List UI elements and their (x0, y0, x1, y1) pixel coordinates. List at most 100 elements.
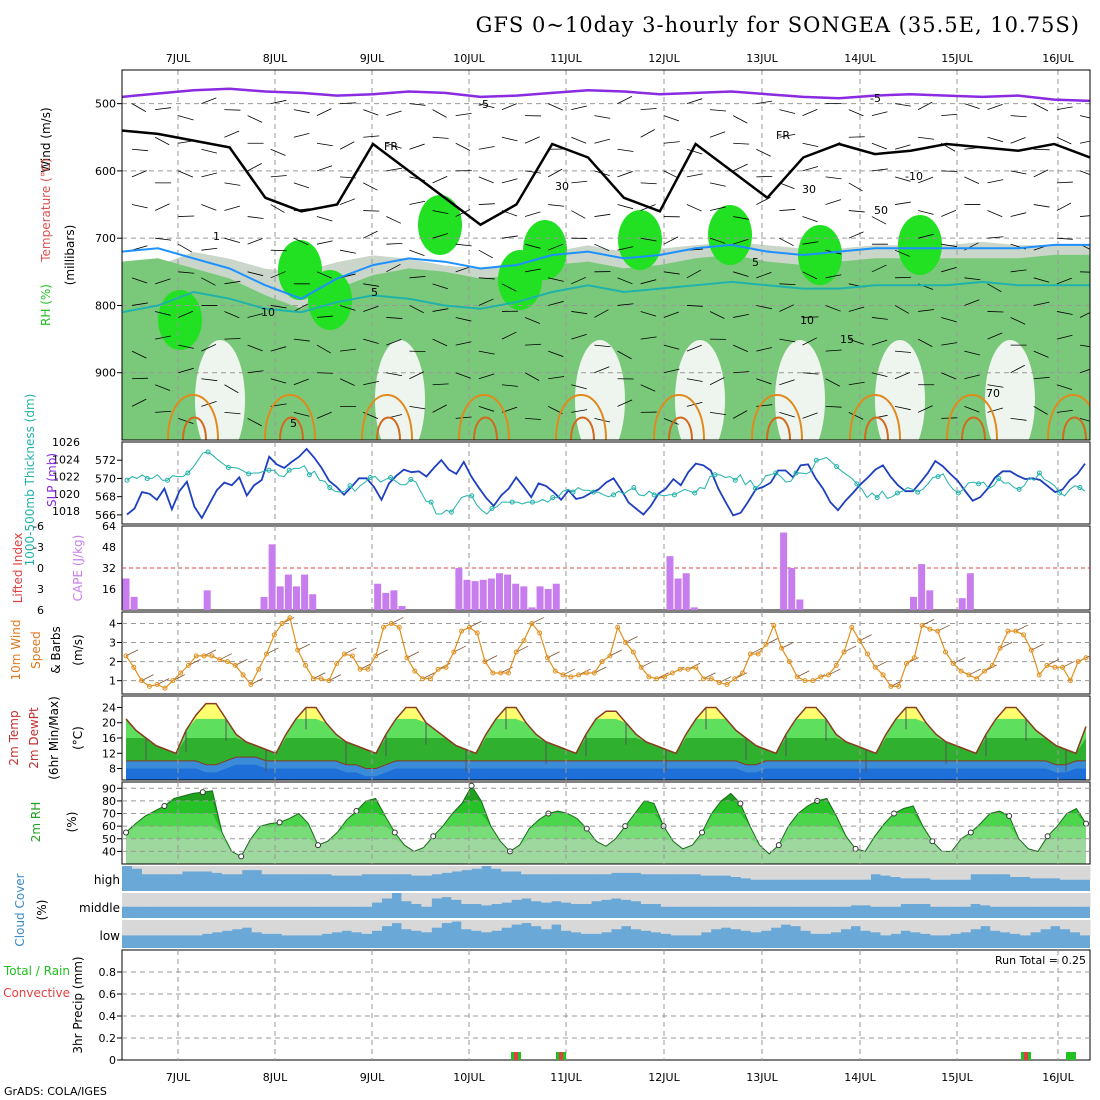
cloud-clear-low (191, 920, 203, 936)
y-tick-label: 80 (102, 795, 116, 808)
cloud-clear-high (720, 866, 732, 876)
wind-speed-marker (888, 683, 894, 689)
wind-barb (432, 136, 449, 139)
cloud-cover-panel: high middle low Cloud Cover (%) (13, 866, 1091, 948)
y-tick-label: 900 (95, 367, 116, 380)
cloud-clear-middle (890, 893, 901, 907)
wind-barb (409, 249, 425, 257)
cloud-clear-high (181, 866, 193, 872)
thickness-marker (834, 464, 840, 470)
cloud-clear-low (211, 920, 223, 933)
isotherm-20-arc (279, 416, 304, 440)
wind-barb (247, 163, 262, 172)
cloud-clear-high (1020, 866, 1031, 877)
wind-barb (848, 210, 865, 213)
wind-speed-marker (427, 676, 433, 682)
wind-barb (293, 338, 310, 342)
wind-barb (571, 105, 587, 111)
y-axis-label-right: CAPE (J/kg) (71, 535, 85, 602)
cloud-clear-low (461, 920, 472, 930)
cloud-clear-high (960, 866, 971, 880)
y-axis-label-right: SLP (mb) (45, 453, 59, 507)
y-tick-label-left: -3 (33, 541, 44, 554)
cloud-clear-middle (191, 893, 203, 907)
cloud-clear-low (860, 920, 871, 931)
cloud-clear-low (491, 920, 502, 931)
cloud-clear-low (820, 920, 832, 934)
cloud-clear-middle (311, 893, 323, 907)
rh-marker (123, 829, 129, 836)
y-tick-label: 0.8 (99, 966, 117, 979)
wind-speed-marker (989, 662, 995, 668)
cape-bar (966, 573, 974, 610)
wind-speed-marker (825, 672, 831, 678)
wind-barb (455, 142, 471, 151)
cloud-clear-high (371, 866, 382, 875)
wind-barb (154, 384, 171, 391)
wind-speed-marker (248, 681, 254, 687)
wind-barb (363, 283, 380, 287)
cloud-clear-middle (1020, 893, 1031, 907)
wind-barb (339, 305, 356, 311)
wind-barb (1079, 312, 1090, 318)
wind-speed-marker (685, 666, 691, 672)
cloud-clear-high (830, 866, 842, 880)
wind-barb (224, 182, 241, 186)
cloud-clear-low (141, 920, 153, 936)
y-tick-label-left: 0 (37, 562, 44, 575)
cloud-clear-middle (940, 893, 951, 907)
cloud-clear-low (181, 920, 193, 936)
wind-barb (131, 398, 147, 407)
cloud-clear-middle (880, 893, 891, 907)
cloud-clear-high (950, 866, 961, 880)
rh-marker (161, 802, 168, 809)
wind-barb (733, 344, 748, 352)
cloud-clear-high (311, 866, 323, 875)
wind-barb (293, 182, 310, 189)
wind-barb (548, 204, 565, 207)
cape-bar (796, 599, 804, 610)
cloud-clear-high (790, 866, 802, 880)
thickness-line (126, 451, 1086, 515)
thickness-marker (712, 472, 718, 478)
wind-barb (340, 249, 356, 254)
wind-barb (733, 271, 749, 277)
wind-barb (293, 411, 310, 417)
y-tick-label: 568 (95, 491, 116, 504)
cloud-clear-middle (830, 893, 842, 907)
cloud-clear-middle (161, 893, 173, 907)
wind-barb (941, 209, 957, 217)
wind-barb (386, 142, 402, 149)
wind-barb (987, 179, 1004, 184)
wind-speed-marker (1013, 628, 1019, 634)
cloud-clear-low (770, 920, 782, 928)
y-axis-label: 2m Temp (7, 710, 21, 765)
cape-bar (292, 586, 300, 610)
isotherm-20-arc (1062, 416, 1087, 440)
y-tick-label: 0.6 (99, 988, 117, 1001)
cloud-clear-middle (1060, 893, 1071, 907)
wind-barb (594, 243, 610, 252)
wind-speed-marker (982, 668, 988, 674)
wind-barb (363, 182, 378, 191)
wind-speed-marker (505, 670, 511, 676)
thickness-marker (530, 499, 536, 505)
isotherm-15-arc (458, 394, 510, 440)
cloud-clear-middle (900, 893, 911, 904)
cloud-clear-low (610, 920, 622, 930)
wind-speed-marker (459, 628, 465, 634)
cloud-clear-low (900, 920, 911, 931)
wind-speed-marker (576, 672, 582, 678)
cloud-clear-high (241, 866, 253, 871)
wind-barb (1033, 148, 1050, 151)
wind-barb (1056, 277, 1072, 285)
cloud-clear-low (521, 920, 532, 924)
wind-barb (802, 271, 818, 280)
cape-bar (958, 598, 966, 610)
wind-speed-marker (630, 649, 636, 655)
rh-dry-column (985, 340, 1035, 440)
wind-barb (201, 277, 216, 286)
wind-speed-marker (669, 670, 675, 676)
cape-bar (398, 606, 406, 610)
rh-fields (123, 782, 1089, 864)
